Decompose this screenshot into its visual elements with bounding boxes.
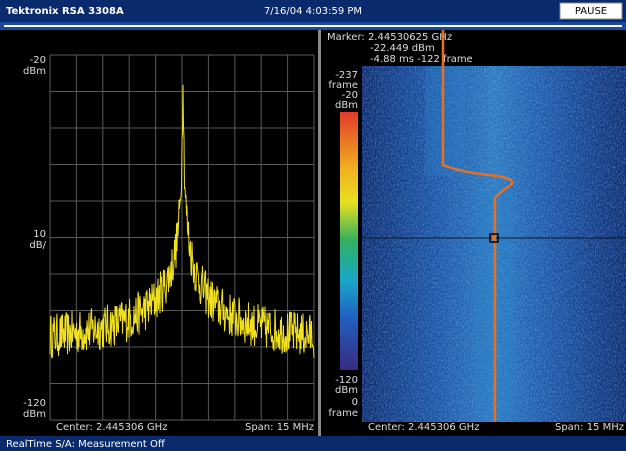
marker xyxy=(489,233,499,243)
center-frequency: Center: 2.445306 GHz xyxy=(56,422,167,433)
ref-level: -20 xyxy=(30,55,46,66)
colorbar-label: -237 xyxy=(335,70,358,81)
marker-time: -4.88 ms -122 frame xyxy=(370,54,473,65)
scale-unit: dB/ xyxy=(29,240,46,251)
colorbar-label: frame xyxy=(328,80,358,91)
bottom-unit: dBm xyxy=(23,409,46,420)
product-name: Tektronix RSA 3308A xyxy=(6,6,124,17)
scale-value: 10 xyxy=(33,229,46,240)
colorbar-label: -20 xyxy=(342,90,358,101)
title-bar xyxy=(0,0,626,22)
status-text: RealTime S/A: Measurement Off xyxy=(6,439,166,450)
marker-level: -22.449 dBm xyxy=(370,43,435,54)
ref-unit: dBm xyxy=(23,66,46,77)
colorbar-label: -120 xyxy=(335,375,358,386)
spectrum-panel xyxy=(0,30,318,436)
marker-frequency: Marker: 2.44530625 GHz xyxy=(327,32,452,43)
divider xyxy=(318,30,321,436)
signal-trace xyxy=(441,30,514,422)
span: Span: 15 MHz xyxy=(245,422,314,433)
center-frequency: Center: 2.445306 GHz xyxy=(368,422,479,433)
colorbar-label: dBm xyxy=(335,385,358,396)
pause-label[interactable]: PAUSE xyxy=(575,6,607,17)
colorbar-label: 0 xyxy=(352,397,358,408)
color-bar xyxy=(340,112,358,370)
date-time: 7/16/04 4:03:59 PM xyxy=(264,6,362,17)
signal-glow xyxy=(425,66,465,176)
pause-button[interactable] xyxy=(559,2,623,20)
status-bar xyxy=(0,436,626,451)
colorbar-label: frame xyxy=(328,408,358,419)
bottom-level: -120 xyxy=(23,398,46,409)
spectrum-trace xyxy=(49,84,315,360)
colorbar-label: dBm xyxy=(335,100,358,111)
marker-dot xyxy=(492,236,496,240)
span: Span: 15 MHz xyxy=(555,422,624,433)
